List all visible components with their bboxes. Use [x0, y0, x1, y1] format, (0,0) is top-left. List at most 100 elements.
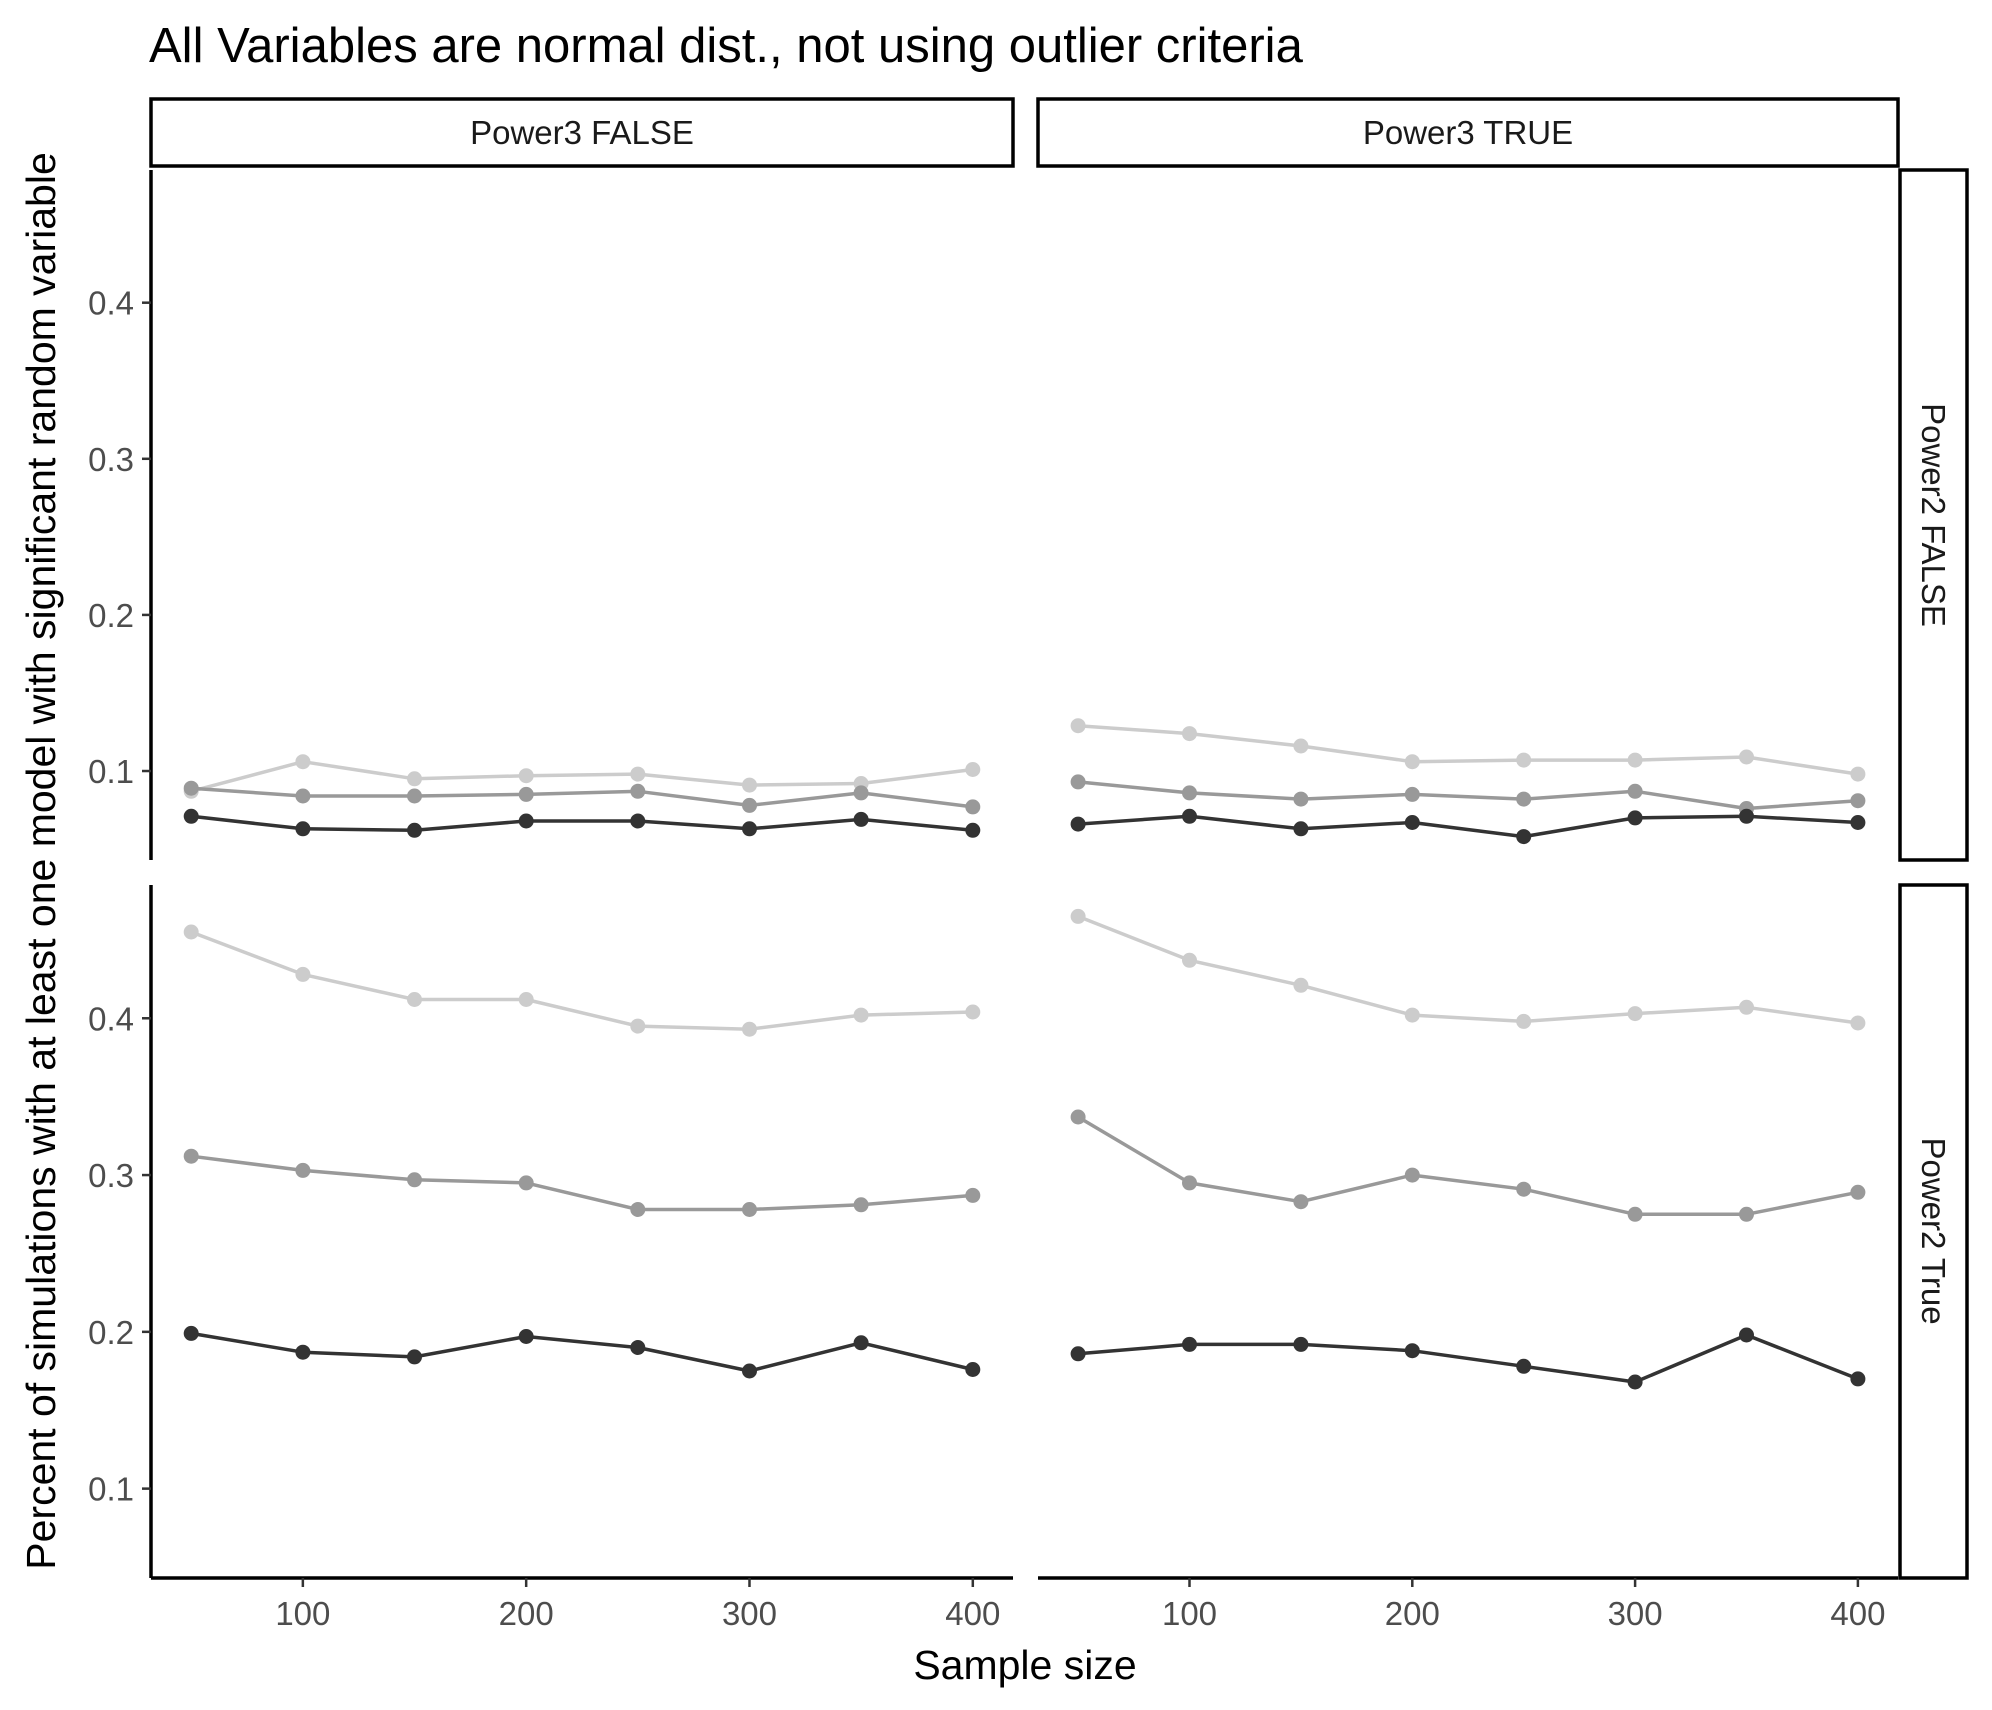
data-point-r2c2-s2-8 — [1850, 1184, 1866, 1200]
data-point-r1c1-s2-3 — [407, 788, 422, 804]
y-tick-label-row-1: 0.1 — [88, 753, 134, 790]
data-point-r1c1-s2-7 — [853, 785, 869, 801]
data-point-r2c2-s2-7 — [1739, 1206, 1754, 1222]
data-point-r1c1-s2-6 — [742, 797, 757, 813]
x-tick-label-col-2: 200 — [1385, 1595, 1440, 1632]
data-point-r2c2-s1-5 — [1516, 1358, 1532, 1374]
data-point-r2c2-s3-5 — [1516, 1013, 1532, 1029]
panels: 0.1 0.2 0.3 0.4 0.1 0.2 0.3 0.4 100 200 300 400 100 2… — [88, 170, 1898, 1632]
data-point-r2c2-s1-7 — [1739, 1327, 1754, 1343]
data-point-r1c2-s3-4 — [1404, 754, 1420, 770]
data-point-r2c1-s1-4 — [518, 1329, 534, 1344]
data-point-r2c1-s3-7 — [853, 1007, 869, 1023]
data-point-r1c1-s3-5 — [630, 766, 646, 782]
data-point-r1c1-s2-2 — [295, 788, 311, 804]
x-tick-label-col-1: 100 — [275, 1595, 330, 1632]
data-point-r2c1-s2-5 — [630, 1202, 646, 1217]
data-point-r2c1-s1-1 — [183, 1325, 199, 1341]
data-point-r1c1-s2-4 — [518, 786, 534, 802]
data-point-r1c1-s3-6 — [742, 777, 757, 793]
data-point-r1c2-s1-3 — [1293, 821, 1309, 837]
data-point-r2c2-s1-1 — [1070, 1346, 1086, 1362]
data-point-r2c2-s3-4 — [1404, 1007, 1420, 1023]
data-point-r2c1-s2-8 — [965, 1187, 981, 1203]
data-point-r1c2-s2-5 — [1516, 791, 1532, 807]
series-line-r1c2-s3 — [1077, 723, 1859, 776]
data-point-r1c1-s1-6 — [742, 821, 757, 837]
data-point-r2c1-s3-3 — [407, 992, 422, 1007]
data-point-r1c2-s2-1 — [1070, 774, 1086, 790]
series-line-r2c2-s1 — [1077, 1333, 1859, 1384]
data-point-r2c1-s3-8 — [965, 1004, 981, 1020]
data-point-r1c1-s1-5 — [630, 813, 646, 829]
data-point-r2c1-s3-4 — [518, 992, 534, 1007]
data-point-r1c1-s1-1 — [183, 808, 199, 824]
strip-row-2-label: Power2 True — [1915, 1137, 1952, 1324]
data-point-r1c2-s3-1 — [1070, 718, 1086, 734]
series-line-r2c1-s1 — [190, 1331, 974, 1373]
series-line-r2c1-s2 — [190, 1154, 973, 1212]
y-tick-label-row-1: 0.4 — [88, 285, 134, 322]
data-point-r2c2-s1-8 — [1850, 1371, 1866, 1387]
data-point-r1c1-s1-3 — [407, 822, 422, 838]
data-point-r1c1-s3-8 — [965, 762, 981, 777]
x-tick-label-col-2: 400 — [1830, 1595, 1885, 1632]
data-point-r2c2-s3-2 — [1182, 952, 1197, 968]
strip-row-1 — [1898, 168, 1969, 862]
data-point-r2c1-s1-2 — [295, 1344, 311, 1360]
data-point-r1c1-s3-4 — [518, 768, 534, 784]
data-point-r1c2-s2-4 — [1404, 786, 1420, 802]
data-point-r2c1-s1-8 — [965, 1362, 981, 1377]
data-point-r1c2-s3-3 — [1293, 738, 1309, 754]
data-point-r1c2-s2-2 — [1182, 785, 1197, 801]
data-point-r1c2-s1-8 — [1850, 815, 1866, 830]
data-point-r2c2-s2-4 — [1404, 1167, 1420, 1183]
series-line-r2c2-s3 — [1077, 914, 1859, 1025]
series-line-r1c1-s1 — [191, 814, 973, 833]
data-point-r1c2-s3-7 — [1739, 749, 1754, 765]
data-point-r2c1-s2-1 — [183, 1148, 199, 1164]
data-point-r2c1-s3-5 — [630, 1018, 646, 1034]
data-point-r2c1-s3-2 — [295, 966, 311, 982]
data-point-r1c1-s3-3 — [407, 771, 422, 787]
data-point-r2c1-s3-6 — [742, 1021, 757, 1037]
strip-row-2 — [1898, 883, 1969, 1580]
y-tick-label-row-2: 0.2 — [88, 1314, 134, 1351]
data-point-r1c2-s1-6 — [1627, 810, 1643, 826]
data-point-r2c2-s2-5 — [1516, 1181, 1532, 1197]
data-point-r1c2-s2-6 — [1627, 783, 1643, 799]
data-point-r1c1-s1-8 — [965, 822, 981, 838]
x-tick-label-col-1: 300 — [722, 1595, 777, 1632]
y-tick-label-row-2: 0.1 — [88, 1471, 134, 1508]
y-tick-label-row-1: 0.2 — [88, 597, 134, 634]
data-point-r2c1-s3-1 — [183, 924, 199, 940]
x-tick-label-col-2: 300 — [1608, 1595, 1663, 1632]
series-line-r1c1-s3 — [190, 759, 974, 793]
data-point-r2c2-s1-6 — [1627, 1374, 1643, 1390]
data-point-r2c2-s1-2 — [1182, 1336, 1197, 1352]
data-point-r2c2-s1-4 — [1404, 1343, 1420, 1359]
data-point-r2c2-s2-1 — [1070, 1109, 1086, 1125]
series-line-r1c2-s1 — [1077, 814, 1858, 839]
x-tick-label-col-1: 200 — [499, 1595, 554, 1632]
y-tick-label-row-1: 0.3 — [88, 441, 134, 478]
x-tick-label-col-1: 400 — [945, 1595, 1000, 1632]
series-line-r2c2-s2 — [1077, 1115, 1859, 1217]
strip-col-1-label: Power3 FALSE — [470, 114, 694, 151]
data-point-r2c2-s1-3 — [1293, 1336, 1309, 1352]
data-point-r2c1-s2-6 — [742, 1202, 757, 1217]
data-point-r2c2-s3-7 — [1739, 999, 1754, 1015]
data-point-r1c2-s3-8 — [1850, 766, 1866, 782]
data-point-r1c1-s1-4 — [518, 813, 534, 829]
data-point-r2c2-s3-6 — [1627, 1006, 1643, 1022]
data-point-r2c2-s3-3 — [1293, 977, 1309, 993]
series-line-r2c1-s3 — [190, 930, 973, 1031]
data-point-r1c2-s3-5 — [1516, 752, 1532, 768]
data-point-r1c1-s2-5 — [630, 783, 646, 799]
x-tick-label-col-2: 100 — [1162, 1595, 1217, 1632]
data-point-r2c2-s3-8 — [1850, 1015, 1866, 1031]
data-point-r2c2-s3-1 — [1070, 908, 1086, 924]
y-tick-label-row-2: 0.3 — [88, 1157, 134, 1194]
strip-row-1-label: Power2 FALSE — [1915, 403, 1952, 627]
data-point-r2c1-s2-4 — [518, 1175, 534, 1191]
